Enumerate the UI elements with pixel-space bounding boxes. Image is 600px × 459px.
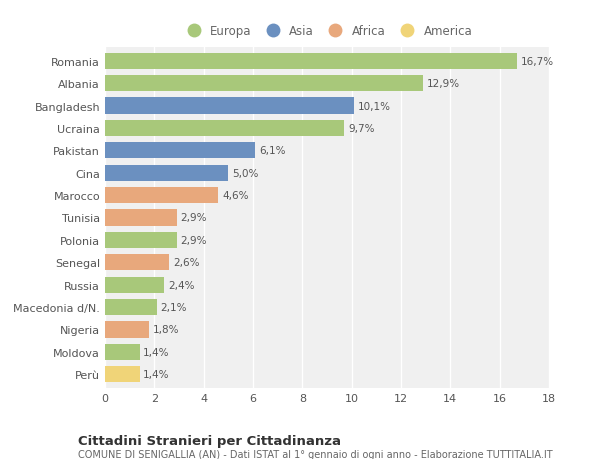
Text: 16,7%: 16,7%	[521, 56, 554, 67]
Bar	[105, 322, 149, 338]
Text: Cittadini Stranieri per Cittadinanza: Cittadini Stranieri per Cittadinanza	[78, 434, 341, 447]
Text: 9,7%: 9,7%	[348, 123, 374, 134]
Bar	[105, 366, 140, 382]
Bar	[105, 277, 164, 293]
Bar	[105, 299, 157, 315]
Bar	[105, 232, 176, 248]
Text: 2,9%: 2,9%	[180, 213, 207, 223]
Bar	[105, 188, 218, 204]
Text: 2,4%: 2,4%	[168, 280, 194, 290]
Bar	[105, 165, 229, 181]
Bar	[105, 210, 176, 226]
Text: 2,9%: 2,9%	[180, 235, 207, 246]
Bar	[105, 344, 140, 360]
Text: 2,1%: 2,1%	[161, 302, 187, 313]
Legend: Europa, Asia, Africa, America: Europa, Asia, Africa, America	[177, 20, 477, 43]
Bar	[105, 121, 344, 137]
Text: 1,4%: 1,4%	[143, 369, 170, 380]
Text: COMUNE DI SENIGALLIA (AN) - Dati ISTAT al 1° gennaio di ogni anno - Elaborazione: COMUNE DI SENIGALLIA (AN) - Dati ISTAT a…	[78, 449, 553, 459]
Text: 6,1%: 6,1%	[259, 146, 286, 156]
Text: 10,1%: 10,1%	[358, 101, 391, 111]
Bar	[105, 98, 354, 114]
Text: 4,6%: 4,6%	[222, 190, 248, 201]
Bar	[105, 54, 517, 70]
Text: 2,6%: 2,6%	[173, 257, 199, 268]
Bar	[105, 255, 169, 271]
Bar	[105, 143, 256, 159]
Text: 5,0%: 5,0%	[232, 168, 259, 179]
Text: 12,9%: 12,9%	[427, 79, 460, 89]
Bar	[105, 76, 423, 92]
Text: 1,8%: 1,8%	[153, 325, 179, 335]
Text: 1,4%: 1,4%	[143, 347, 170, 357]
